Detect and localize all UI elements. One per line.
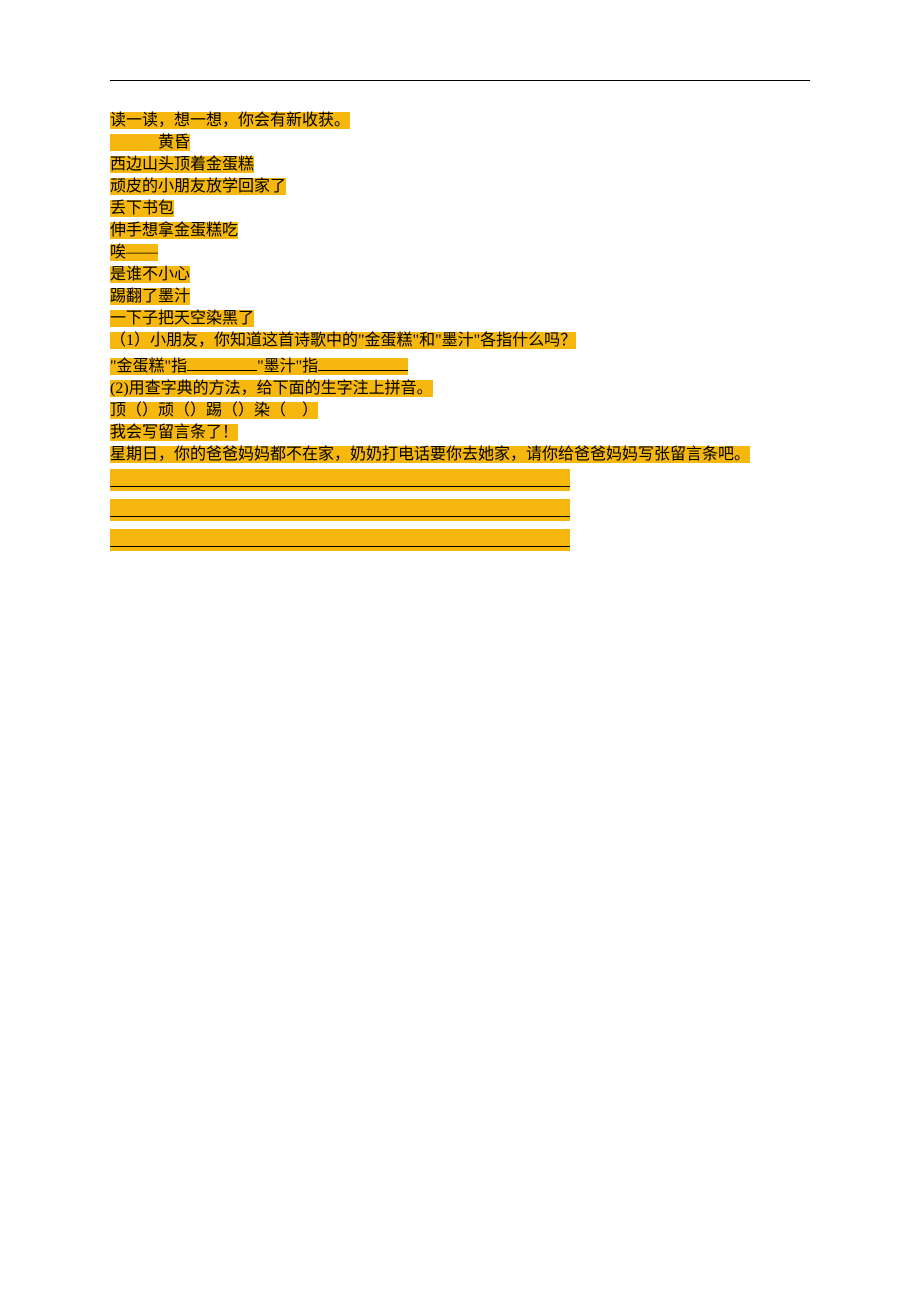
fill-blank-a[interactable] [187, 355, 257, 371]
answer-row-3-bg [110, 529, 570, 551]
top-horizontal-rule [110, 80, 810, 81]
poem-line-4: 伸手想拿金蛋糕吃 [110, 223, 810, 239]
line-intro: 读一读，想一想，你会有新收获。 [110, 113, 810, 129]
poem-line-3-text: 丢下书包 [110, 200, 174, 217]
document-page: 读一读，想一想，你会有新收获。 黄昏西边山头顶着金蛋糕顽皮的小朋友放学回家了丢下… [0, 0, 920, 551]
poem-line-6-text: 是谁不小心 [110, 266, 190, 283]
poem-line-4-text: 伸手想拿金蛋糕吃 [110, 222, 238, 239]
question-2-chars: 顶（）顽（）踢（）染（ ） [110, 403, 810, 419]
poem-line-1-text: 西边山头顶着金蛋糕 [110, 156, 254, 173]
note-prompt: 星期日，你的爸爸妈妈都不在家，奶奶打电话要你去她家，请你给爸爸妈妈写张留言条吧。 [110, 447, 810, 463]
poem-line-2-text: 顽皮的小朋友放学回家了 [110, 178, 286, 195]
fill-blank-a-wrap [187, 358, 257, 375]
answer-line-2[interactable] [110, 501, 570, 517]
note-prompt-text: 星期日，你的爸爸妈妈都不在家，奶奶打电话要你去她家，请你给爸爸妈妈写张留言条吧。 [110, 446, 750, 463]
fill-blank-b-wrap [318, 358, 408, 375]
question-1-fill: "金蛋糕"指 "墨汁"指 [110, 355, 810, 375]
poem-line-8: 一下子把天空染黑了 [110, 311, 810, 327]
answer-line-1[interactable] [110, 471, 570, 487]
question-2-chars-text: 顶（）顽（）踢（）染（ ） [110, 402, 318, 419]
question-1-text: （1）小朋友，你知道这首诗歌中的"金蛋糕"和"墨汁"各指什么吗？ [110, 332, 576, 349]
answer-row-1 [110, 469, 810, 491]
poem-line-7: 踢翻了墨汁 [110, 289, 810, 305]
poem-line-8-text: 一下子把天空染黑了 [110, 310, 254, 327]
answer-row-1-bg [110, 469, 570, 491]
note-heading: 我会写留言条了！ [110, 425, 810, 441]
poem-line-1: 西边山头顶着金蛋糕 [110, 157, 810, 173]
answer-row-2 [110, 499, 810, 521]
poem-line-5-text: 唉—— [110, 244, 158, 261]
answer-row-3 [110, 529, 810, 551]
poem-line-7-text: 踢翻了墨汁 [110, 288, 190, 305]
answer-line-3[interactable] [110, 531, 570, 547]
fill-blank-b[interactable] [318, 355, 408, 371]
poem-line-2: 顽皮的小朋友放学回家了 [110, 179, 810, 195]
line-intro-text: 读一读，想一想，你会有新收获。 [110, 112, 350, 129]
question-2: (2)用查字典的方法，给下面的生字注上拼音。 [110, 381, 810, 397]
poem-line-5: 唉—— [110, 245, 810, 261]
answer-row-2-bg [110, 499, 570, 521]
poem-title-text: 黄昏 [110, 134, 190, 151]
fill-label-b: "墨汁"指 [257, 358, 318, 375]
line-poem-title: 黄昏 [110, 135, 810, 151]
document-body: 读一读，想一想，你会有新收获。 黄昏西边山头顶着金蛋糕顽皮的小朋友放学回家了丢下… [110, 113, 810, 551]
poem-line-3: 丢下书包 [110, 201, 810, 217]
note-heading-text: 我会写留言条了！ [110, 424, 238, 441]
fill-label-a: "金蛋糕"指 [110, 358, 187, 375]
poem-line-6: 是谁不小心 [110, 267, 810, 283]
question-1: （1）小朋友，你知道这首诗歌中的"金蛋糕"和"墨汁"各指什么吗？ [110, 333, 810, 349]
question-2-text: (2)用查字典的方法，给下面的生字注上拼音。 [110, 380, 433, 397]
